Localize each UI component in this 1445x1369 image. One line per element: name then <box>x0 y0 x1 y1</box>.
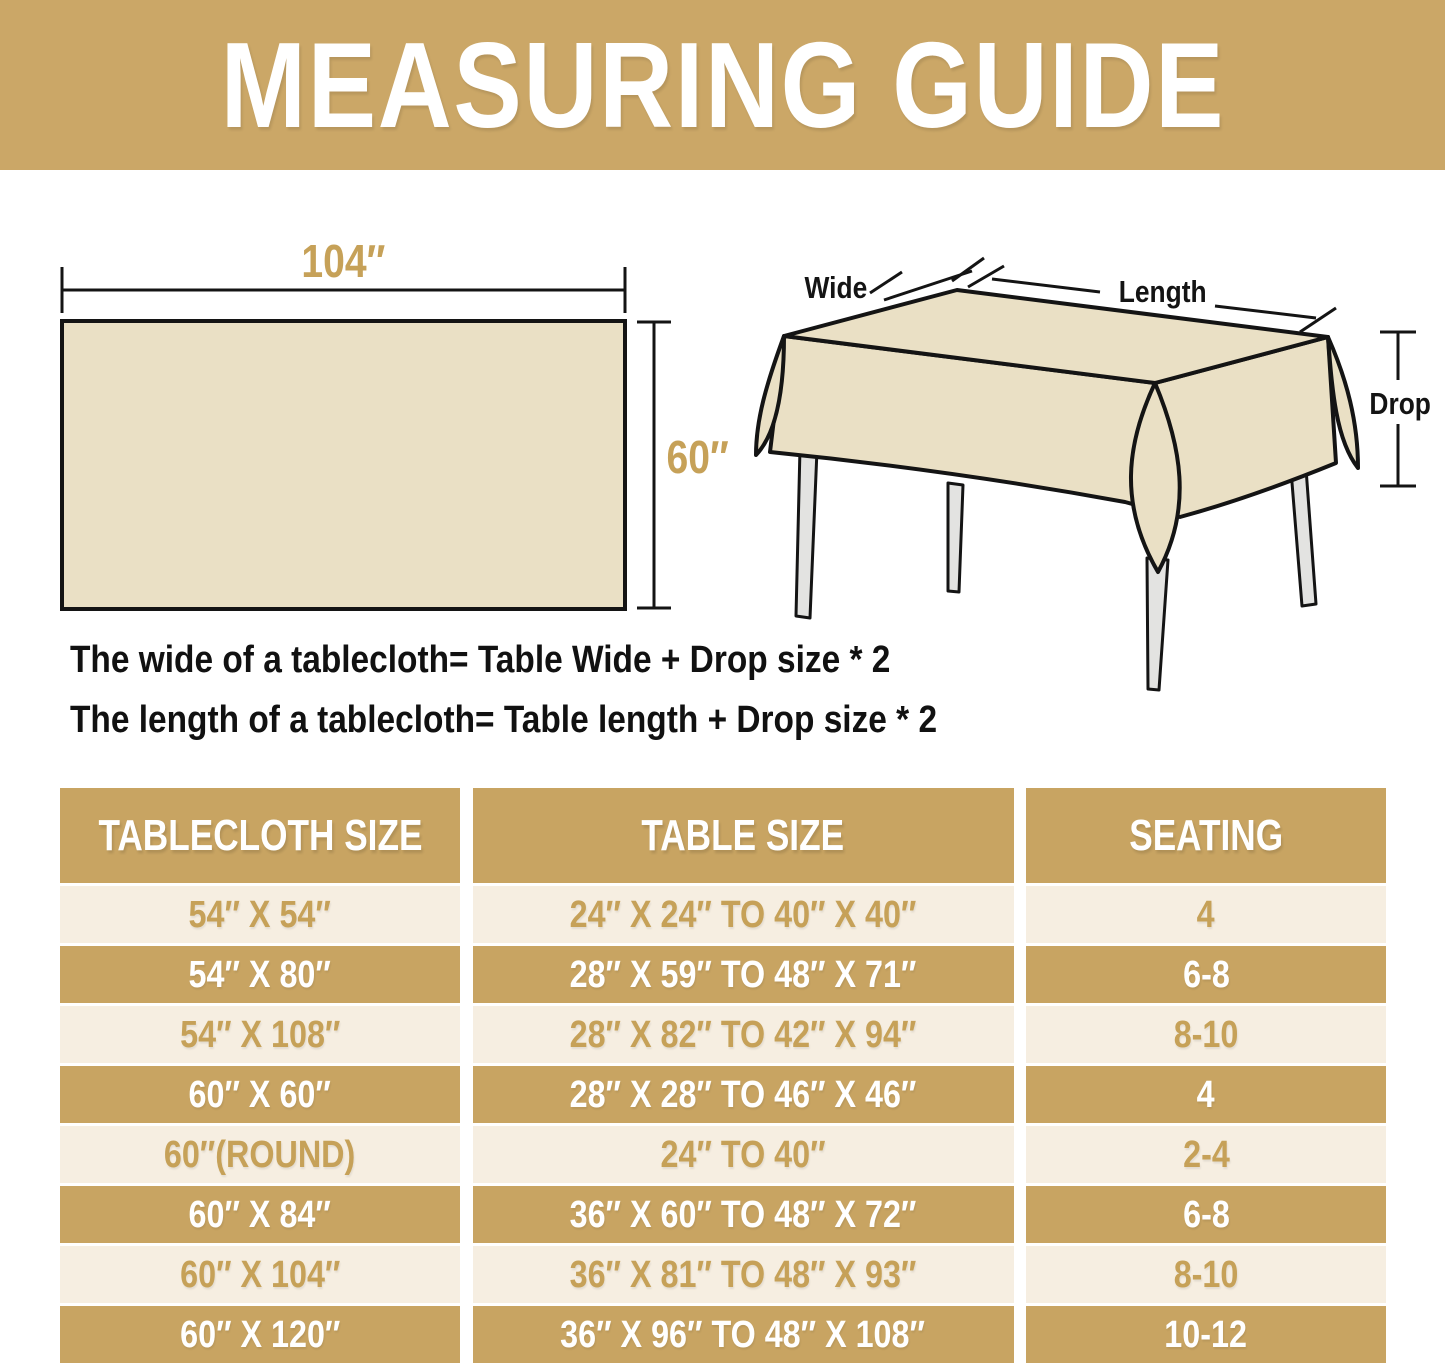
table-size-cell: 28″ X 82″ TO 42″ X 94″ <box>472 1006 1014 1063</box>
wide-label: Wide <box>804 270 868 305</box>
length-dimension-arrow <box>967 264 1337 334</box>
drop-dimension-line <box>1380 330 1416 488</box>
seating-cell: 8-10 <box>1026 1006 1386 1063</box>
seating-cell: 10-12 <box>1026 1306 1386 1363</box>
tablecloth-size-cell: 60″ X 60″ <box>60 1066 460 1123</box>
tablecloth-size-cell: 54″ X 108″ <box>60 1006 460 1063</box>
formula-length: The length of a tablecloth= Table length… <box>70 699 938 741</box>
table-size-cell: 24″ X 24″ TO 40″ X 40″ <box>472 886 1014 943</box>
seating-cell: 6-8 <box>1026 946 1386 1003</box>
seating-cell: 2-4 <box>1026 1126 1386 1183</box>
height-dimension-label: 60″ <box>666 431 730 483</box>
tablecloth-corner-drape <box>1129 381 1182 574</box>
table-illustration <box>754 256 1416 692</box>
table-size-cell: 28″ X 28″ TO 46″ X 46″ <box>472 1066 1014 1123</box>
column-header-tablecloth-size: TABLECLOTH SIZE <box>60 788 460 883</box>
tablecloth-size-cell: 60″ X 104″ <box>60 1246 460 1303</box>
measuring-diagram <box>60 256 1416 692</box>
table-leg <box>1145 556 1170 692</box>
drop-label: Drop <box>1369 386 1431 421</box>
formula-wide: The wide of a tablecloth= Table Wide + D… <box>70 639 891 681</box>
width-dimension-line <box>60 267 627 313</box>
tablecloth-size-cell: 60″ X 120″ <box>60 1306 460 1363</box>
table-size-cell: 36″ X 81″ TO 48″ X 93″ <box>472 1246 1014 1303</box>
table-leg <box>946 481 965 594</box>
flat-tablecloth-rect <box>60 319 627 611</box>
header-banner: MEASURING GUIDE <box>0 0 1445 170</box>
wide-dimension-arrow <box>869 256 985 302</box>
table-size-cell: 24″ TO 40″ <box>472 1126 1014 1183</box>
table-size-cell: 36″ X 96″ TO 48″ X 108″ <box>472 1306 1014 1363</box>
tablecloth-corner-drape <box>1326 335 1360 470</box>
tablecloth-size-cell: 54″ X 80″ <box>60 946 460 1003</box>
length-label: Length <box>1119 274 1207 309</box>
column-header-seating: SEATING <box>1026 788 1386 883</box>
tablecloth <box>754 288 1360 574</box>
height-dimension-line <box>637 320 671 610</box>
table-size-cell: 36″ X 60″ TO 48″ X 72″ <box>472 1186 1014 1243</box>
seating-cell: 6-8 <box>1026 1186 1386 1243</box>
tablecloth-size-cell: 60″(ROUND) <box>60 1126 460 1183</box>
width-dimension-label: 104″ <box>301 235 386 287</box>
seating-cell: 4 <box>1026 1066 1386 1123</box>
size-table: TABLECLOTH SIZE TABLE SIZE SEATING 54″ X… <box>60 788 1386 1363</box>
tablecloth-size-cell: 60″ X 84″ <box>60 1186 460 1243</box>
table-leg <box>794 446 819 620</box>
page-title: MEASURING GUIDE <box>220 17 1225 153</box>
tablecloth-size-cell: 54″ X 54″ <box>60 886 460 943</box>
tablecloth-corner-drape <box>754 334 786 457</box>
seating-cell: 8-10 <box>1026 1246 1386 1303</box>
seating-cell: 4 <box>1026 886 1386 943</box>
dimension-marks <box>869 256 1416 488</box>
column-header-table-size: TABLE SIZE <box>472 788 1014 883</box>
flat-tablecloth-diagram <box>60 267 671 611</box>
table-size-cell: 28″ X 59″ TO 48″ X 71″ <box>472 946 1014 1003</box>
tablecloth-front-faces <box>768 334 1338 519</box>
